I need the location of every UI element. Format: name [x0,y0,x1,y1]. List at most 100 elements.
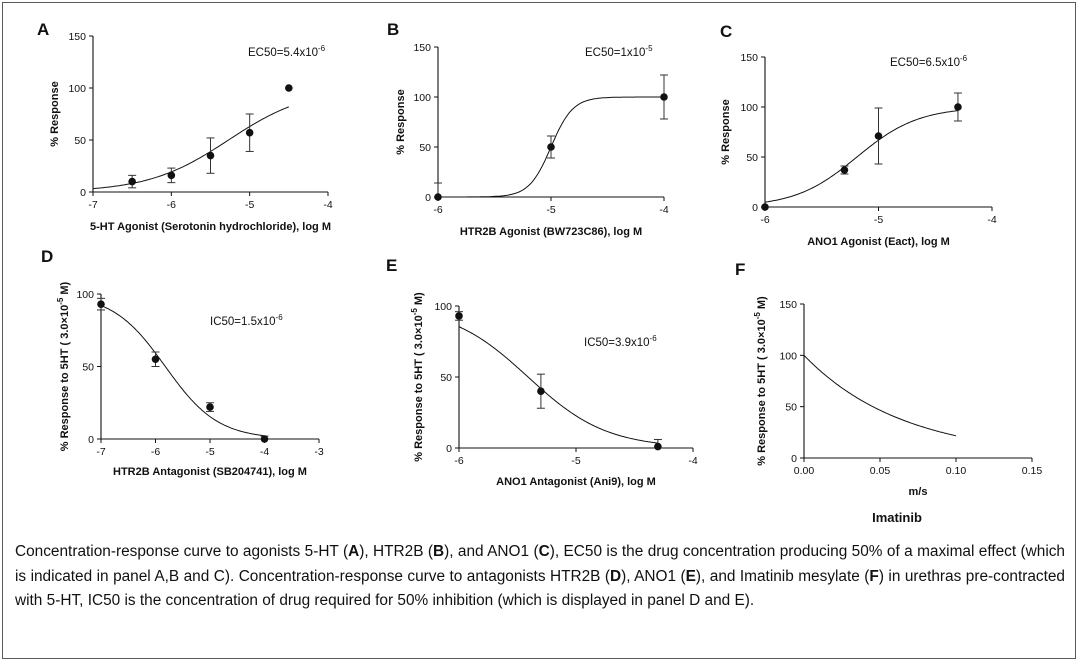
y-axis-label: % Response [49,81,61,146]
chart-panel-f: F 0.00 0.05 0.10 0.15 0 50 100 150 m/s % Response … [735,260,1042,525]
data-point [167,171,176,180]
data-point [537,387,545,396]
y-tick-label: 150 [413,42,431,54]
data-point [840,166,849,174]
caption-text: ), and ANO1 ( [444,543,539,560]
x-tick-label: -5 [205,446,214,458]
x-tick-label: -4 [688,455,697,467]
data-point [547,143,555,151]
caption-text: ), ANO1 ( [621,567,686,585]
caption-text: ), and Imatinib mesylate ( [695,567,870,585]
y-tick-label: 100 [413,92,431,104]
chart-panel-c: C -6 -5 -4 0 50 100 150 ANO1 Agonist (Eact), log… [720,22,997,248]
caption-panel-ref: B [433,543,445,560]
caption-text: Concentration-response curve to agonists… [15,543,349,560]
data-point [954,103,962,111]
caption-panel-ref: C [538,543,550,560]
x-tick-label: -6 [454,455,463,467]
x-tick-label: -4 [987,214,996,226]
y-tick-label: 50 [785,402,797,414]
panel-label: C [720,22,732,41]
data-point [285,84,293,92]
y-tick-label: 50 [82,362,94,374]
x-tick-label: 0.05 [870,465,891,477]
data-point [260,435,269,443]
fit-curve [100,305,265,437]
chart-panel-d: D -7 -6 -5 -4 -3 0 50 100 HTR2B Antagonist (SB204… [41,247,324,478]
x-axis-label: ANO1 Agonist (Eact), log M [807,236,950,248]
caption-panel-ref: E [685,567,696,585]
fit-curve [803,354,957,437]
y-axis-label: % Response [395,89,407,154]
x-tick-label: -5 [571,455,580,467]
ec50-annotation: EC50=6.5x10-6 [890,54,968,69]
y-axis-label: % Response to 5HT ( 3.0×10-5 M) [410,292,425,462]
x-tick-label: -7 [88,199,97,211]
data-point [654,442,662,451]
y-tick-label: 0 [425,192,431,204]
y-axis-label: % Response to 5HT ( 3.0×10-5 M) [753,296,768,466]
x-tick-label: -4 [260,446,269,458]
y-tick-label: 0 [80,187,86,199]
caption-panel-ref: D [610,567,622,585]
y-tick-label: 0 [752,202,758,214]
y-tick-label: 0 [88,434,94,446]
y-tick-label: 50 [746,152,758,164]
data-point [434,193,442,201]
x-tick-label: -4 [323,199,332,211]
caption-text: ), HTR2B ( [359,543,433,560]
ec50-annotation: IC50=3.9x10-6 [584,334,657,349]
x-tick-label: 0.15 [1022,465,1043,477]
x-tick-label: -3 [314,446,323,458]
x-tick-label: -5 [874,214,883,226]
x-tick-label: -5 [546,204,555,216]
x-axis-label: ANO1 Antagonist (Ani9), log M [496,476,656,488]
caption-text: ), EC50 is the drug concentration produc… [15,543,1065,585]
chart-panel-a: A -7 -6 -5 -4 0 50 100 150 5-HT Agonist (Serotoni… [37,20,333,233]
data-point [128,177,136,186]
y-tick-label: 150 [740,52,758,64]
x-tick-label: -4 [659,204,668,216]
y-tick-label: 50 [440,372,452,384]
x-tick-label: -6 [433,204,442,216]
x-axis-label: 5-HT Agonist (Serotonin hydrochloride), … [90,221,331,233]
chart-panel-e: E -6 -5 -4 0 50 100 ANO1 Antagonist (Ani9), log… [386,256,698,488]
y-tick-label: 50 [419,142,431,154]
y-tick-label: 0 [791,453,797,465]
x-axis-label: HTR2B Antagonist (SB204741), log M [113,466,307,478]
fit-curve [92,106,289,190]
y-tick-label: 100 [68,83,86,95]
data-point [97,300,105,308]
y-tick-label: 50 [74,135,86,147]
data-point [455,312,463,320]
chart-panel-b: B -6 -5 -4 0 50 100 150 HTR2B Agonist (BW723C86)… [387,20,669,238]
panel-label: E [386,256,397,275]
x-tick-label: -6 [760,214,769,226]
x-tick-label: -5 [245,199,254,211]
data-point [874,132,883,140]
data-point [660,93,668,101]
data-point [761,203,769,211]
y-tick-label: 100 [740,102,758,114]
data-point [151,355,160,364]
caption-panel-ref: A [348,543,360,560]
panel-label: B [387,20,399,39]
y-tick-label: 100 [76,289,94,301]
data-point [206,403,214,411]
drug-label: Imatinib [872,510,922,525]
y-axis-label: % Response to 5HT ( 3.0×10-5 M) [56,281,71,451]
fit-curve [458,326,658,444]
x-axis-label: m/s [909,486,928,498]
x-tick-label: -7 [96,446,105,458]
fit-curve [764,110,959,203]
x-tick-label: -6 [151,446,160,458]
figure-caption: Concentration-response curve to agonists… [15,540,1065,614]
panel-label: F [735,260,745,279]
data-point [206,151,215,160]
ec50-annotation: EC50=5.4x10-6 [248,44,326,59]
ec50-annotation: IC50=1.5x10-6 [210,313,283,328]
panel-label: A [37,20,49,39]
ec50-annotation: EC50=1x10-5 [585,44,653,59]
